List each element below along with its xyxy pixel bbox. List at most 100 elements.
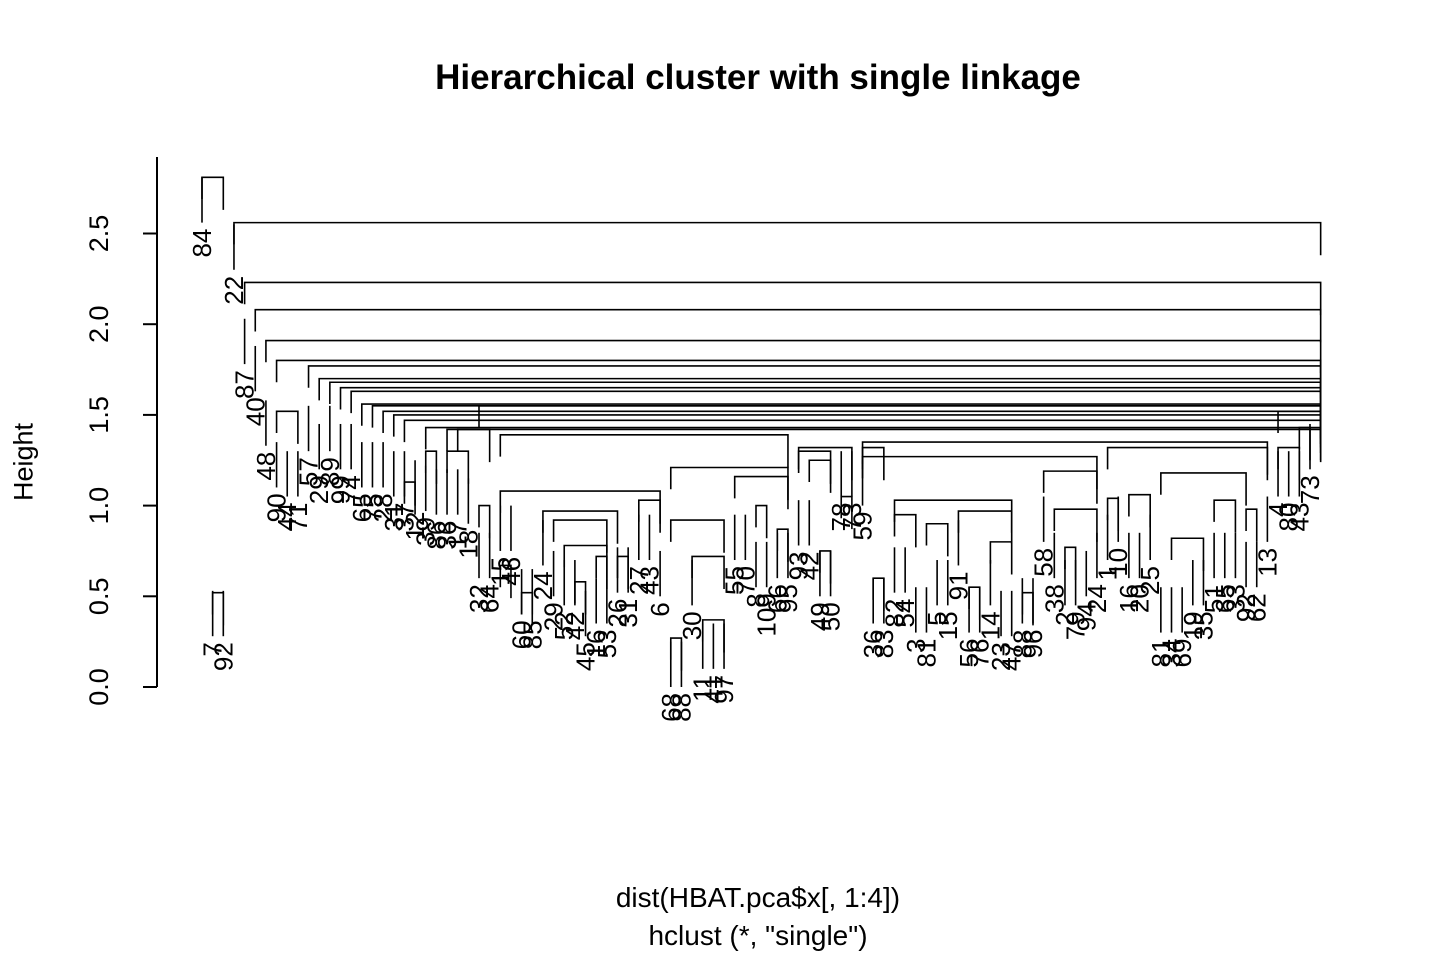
leaf-label: 22 bbox=[219, 276, 249, 305]
leaf-label: 71 bbox=[283, 503, 313, 532]
leaf-label: 32 bbox=[464, 584, 494, 613]
leaf-label: 4 bbox=[1263, 503, 1293, 517]
dendrogram-merge bbox=[957, 510, 1013, 544]
leaf-label: 73 bbox=[1295, 475, 1325, 504]
leaf-label: 42 bbox=[794, 552, 824, 581]
x-axis-label-line2: hclust (*, "single") bbox=[648, 920, 868, 951]
leaf-label: 89 bbox=[315, 457, 345, 486]
leaf-label: 34 bbox=[1157, 639, 1187, 668]
leaf-label: 51 bbox=[1199, 584, 1229, 613]
dendrogram-merge bbox=[733, 475, 789, 510]
dendrogram-merge bbox=[1245, 508, 1258, 542]
dendrogram-merge bbox=[1170, 537, 1205, 571]
leaf-label: 43 bbox=[1284, 503, 1314, 532]
leaf-label: 92 bbox=[208, 642, 238, 671]
leaf-label: 90 bbox=[262, 493, 292, 522]
dendrogram-merge bbox=[478, 504, 491, 539]
leaf-label: 24 bbox=[1082, 584, 1112, 613]
leaf-label: 3 bbox=[901, 639, 931, 653]
leaf-label: 95 bbox=[773, 584, 803, 613]
dendrogram-merge bbox=[499, 434, 789, 468]
leaf-label: 23 bbox=[986, 642, 1016, 671]
leaf-label: 37 bbox=[389, 503, 419, 532]
leaf-label: 29 bbox=[539, 602, 569, 631]
leaf-label: 92 bbox=[1231, 593, 1261, 622]
dendrogram-merge bbox=[243, 281, 1322, 316]
dendrogram-merge bbox=[350, 390, 1322, 424]
leaf-label: 76 bbox=[965, 639, 995, 668]
leaf-label: 99 bbox=[326, 475, 356, 504]
leaf-label: 80 bbox=[1274, 503, 1304, 532]
leaf-label: 33 bbox=[1220, 584, 1250, 613]
dendrogram-merge bbox=[840, 495, 853, 530]
leaf-label: 27 bbox=[624, 566, 654, 595]
leaf-label: 39 bbox=[411, 517, 441, 546]
y-tick-label: 0.5 bbox=[84, 578, 114, 616]
leaf-label: 94 bbox=[1071, 602, 1101, 631]
leaf-label: 82 bbox=[880, 599, 910, 628]
leaf-label: 88 bbox=[1007, 630, 1037, 659]
dendrogram-merge bbox=[861, 446, 885, 481]
leaf-label: 47 bbox=[997, 642, 1027, 671]
dendrogram-tree bbox=[201, 176, 1322, 687]
leaf-label: 29 bbox=[304, 475, 334, 504]
leaf-label: 87 bbox=[230, 370, 260, 399]
leaf-label: 26 bbox=[603, 599, 633, 628]
dendrogram-merge bbox=[446, 428, 1322, 463]
leaf-label: 68 bbox=[656, 693, 686, 722]
leaf-label: 86 bbox=[421, 521, 451, 550]
leaf-label: 58 bbox=[1029, 548, 1059, 577]
leaf-label: 25 bbox=[1135, 566, 1165, 595]
leaf-label: 15 bbox=[485, 557, 515, 586]
x-axis-label-line1: dist(HBAT.pca$x[, 1:4]) bbox=[615, 882, 901, 913]
leaf-label: 8 bbox=[741, 593, 771, 607]
leaf-label: 2 bbox=[1050, 611, 1080, 625]
dendrogram-merge bbox=[755, 504, 768, 539]
leaf-label: 15 bbox=[933, 611, 963, 640]
leaf-label: 46 bbox=[496, 557, 526, 586]
y-tick-label: 2.5 bbox=[84, 215, 114, 253]
dendrogram-merge bbox=[797, 450, 832, 484]
dendrogram-merge bbox=[1160, 472, 1247, 506]
leaf-label: 36 bbox=[858, 630, 888, 659]
dendrogram-merge bbox=[211, 591, 225, 626]
dendrogram-merge bbox=[861, 455, 1098, 490]
leaf-label: 70 bbox=[730, 566, 760, 595]
dendrogram-merge bbox=[861, 441, 1269, 475]
dendrogram-merge bbox=[574, 580, 587, 615]
leaf-label: 12 bbox=[400, 512, 430, 541]
leaf-label: 65 bbox=[1210, 584, 1240, 613]
dendrogram-merge bbox=[669, 519, 725, 553]
leaf-label: 75 bbox=[357, 493, 387, 522]
dendrogram-merge bbox=[669, 466, 789, 501]
leaf-label: 59 bbox=[848, 512, 878, 541]
dendrogram-merge bbox=[1106, 497, 1120, 531]
dendrogram-merge bbox=[669, 637, 683, 671]
y-axis: 0.0 0.5 1.0 1.5 2.0 2.5 bbox=[84, 157, 158, 706]
dendrogram-merge bbox=[478, 405, 1322, 439]
dendrogram-merge bbox=[1042, 470, 1098, 504]
dendrogram-merge bbox=[456, 428, 491, 463]
leaf-label: 16 bbox=[581, 630, 611, 659]
leaf-label: 55 bbox=[720, 566, 750, 595]
leaf-label: 31 bbox=[379, 503, 409, 532]
dendrogram-merge bbox=[1128, 493, 1151, 528]
leaf-label: 14 bbox=[975, 611, 1005, 640]
y-tick-label: 1.0 bbox=[84, 487, 114, 525]
dendrogram-merge bbox=[499, 490, 661, 524]
leaf-label: 93 bbox=[784, 552, 814, 581]
leaf-label: 41 bbox=[698, 675, 728, 704]
dendrogram-merge bbox=[1298, 426, 1311, 461]
dendrogram-merge bbox=[563, 544, 608, 579]
leaf-label: 48 bbox=[251, 452, 281, 481]
dendrogram-merge bbox=[552, 519, 608, 553]
leaf-label: 50 bbox=[816, 602, 846, 631]
dendrogram-merge bbox=[275, 410, 299, 444]
leaf-label: 54 bbox=[890, 599, 920, 628]
leaf-label: 91 bbox=[943, 571, 973, 600]
y-tick-label: 1.5 bbox=[84, 396, 114, 434]
y-tick-label: 0.0 bbox=[84, 668, 114, 706]
leaf-labels: 8479222874048904471572989997465752831371… bbox=[187, 229, 1325, 722]
leaf-label: 62 bbox=[1242, 593, 1272, 622]
leaf-label: 97 bbox=[709, 675, 739, 704]
